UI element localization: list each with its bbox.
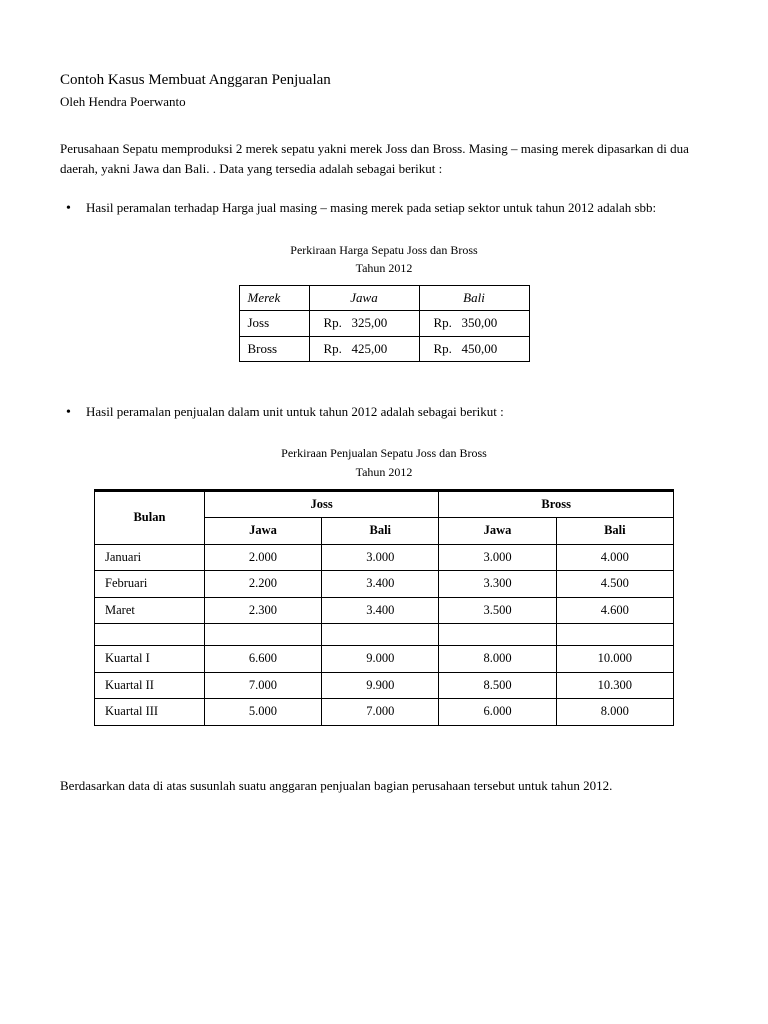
sales-val: 10.000 [556,646,673,673]
intro-paragraph: Perusahaan Sepatu memproduksi 2 merek se… [60,139,708,178]
sales-subheader-bali: Bali [322,518,439,545]
document-author: Oleh Hendra Poerwanto [60,93,708,111]
sales-row: Maret 2.300 3.400 3.500 4.600 [95,597,674,624]
sales-table: Bulan Joss Bross Jawa Bali Jawa Bali Jan… [94,489,674,726]
sales-val: 8.000 [439,646,556,673]
sales-header-bross: Bross [439,490,674,518]
sales-val: 3.300 [439,571,556,598]
table1-subtitle: Tahun 2012 [60,260,708,277]
bullet-item-2: Hasil peramalan penjualan dalam unit unt… [86,402,708,422]
sales-val: 4.000 [556,544,673,571]
table1-title: Perkiraan Harga Sepatu Joss dan Bross [60,242,708,259]
sales-val: 6.000 [439,699,556,726]
price-header-jawa: Jawa [309,286,419,311]
footer-paragraph: Berdasarkan data di atas susunlah suatu … [60,776,708,796]
sales-val: 3.000 [322,544,439,571]
sales-empty-row [95,624,674,646]
price-jawa: Rp.425,00 [309,336,419,361]
sales-val: 5.000 [204,699,321,726]
sales-val: 10.300 [556,672,673,699]
sales-val: 3.500 [439,597,556,624]
table2-title: Perkiraan Penjualan Sepatu Joss dan Bros… [60,445,708,462]
sales-row: Kuartal III 5.000 7.000 6.000 8.000 [95,699,674,726]
price-bali: Rp.350,00 [419,311,529,336]
sales-subheader-jawa2: Jawa [439,518,556,545]
document-title: Contoh Kasus Membuat Anggaran Penjualan [60,70,708,91]
sales-row: Kuartal II 7.000 9.900 8.500 10.300 [95,672,674,699]
sales-subheader-bali2: Bali [556,518,673,545]
sales-val: 8.500 [439,672,556,699]
sales-row: Kuartal I 6.600 9.000 8.000 10.000 [95,646,674,673]
sales-val: 9.000 [322,646,439,673]
sales-val: 7.000 [322,699,439,726]
sales-val: 6.600 [204,646,321,673]
sales-val: 2.300 [204,597,321,624]
bullet-list-2: Hasil peramalan penjualan dalam unit unt… [60,402,708,422]
price-brand: Joss [239,311,309,336]
sales-month: Maret [95,597,205,624]
sales-header-joss: Joss [204,490,439,518]
sales-val: 2.200 [204,571,321,598]
sales-val: 4.600 [556,597,673,624]
sales-val: 9.900 [322,672,439,699]
price-brand: Bross [239,336,309,361]
bullet-item-1: Hasil peramalan terhadap Harga jual masi… [86,198,708,218]
price-header-bali: Bali [419,286,529,311]
sales-val: 7.000 [204,672,321,699]
price-jawa: Rp.325,00 [309,311,419,336]
sales-header-bulan: Bulan [95,490,205,544]
sales-row: Januari 2.000 3.000 3.000 4.000 [95,544,674,571]
sales-val: 8.000 [556,699,673,726]
price-row: Bross Rp.425,00 Rp.450,00 [239,336,529,361]
price-row: Joss Rp.325,00 Rp.350,00 [239,311,529,336]
sales-val: 3.400 [322,571,439,598]
sales-val: 3.400 [322,597,439,624]
sales-subheader-jawa: Jawa [204,518,321,545]
price-table: Merek Jawa Bali Joss Rp.325,00 Rp.350,00… [239,285,530,362]
sales-val: 3.000 [439,544,556,571]
sales-val: 2.000 [204,544,321,571]
sales-month: Februari [95,571,205,598]
bullet-list-1: Hasil peramalan terhadap Harga jual masi… [60,198,708,218]
sales-month: Kuartal III [95,699,205,726]
table2-subtitle: Tahun 2012 [60,464,708,481]
sales-month: Kuartal II [95,672,205,699]
sales-month: Januari [95,544,205,571]
price-header-merek: Merek [239,286,309,311]
sales-row: Februari 2.200 3.400 3.300 4.500 [95,571,674,598]
price-bali: Rp.450,00 [419,336,529,361]
sales-val: 4.500 [556,571,673,598]
sales-month: Kuartal I [95,646,205,673]
